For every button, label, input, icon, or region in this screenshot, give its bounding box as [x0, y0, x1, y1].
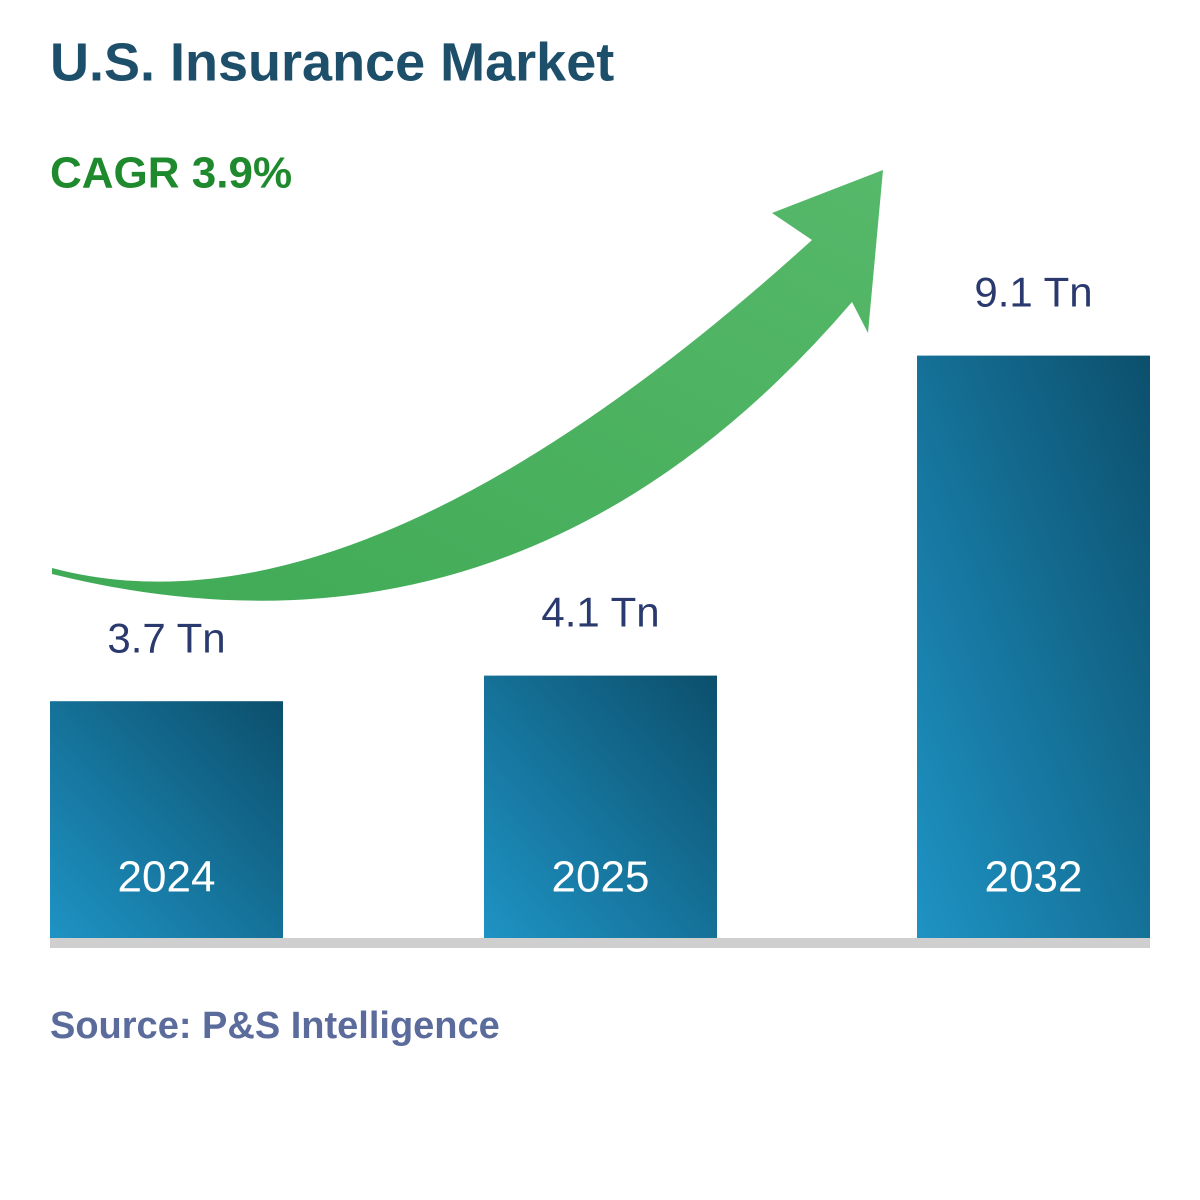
category-label: 2025	[552, 853, 650, 902]
value-label: 4.1 Tn	[541, 589, 659, 636]
cagr-annotation: CAGR 3.9%	[50, 149, 292, 198]
baseline	[50, 938, 1150, 948]
value-label: 9.1 Tn	[974, 269, 1092, 316]
category-label: 2032	[985, 853, 1083, 902]
bar	[484, 675, 717, 938]
value-label: 3.7 Tn	[107, 614, 225, 661]
bar	[917, 355, 1150, 939]
chart-title: U.S. Insurance Market	[50, 32, 614, 92]
category-label: 2024	[118, 853, 216, 902]
growth-arrow	[52, 170, 883, 601]
bar	[50, 701, 283, 938]
source-note: Source: P&S Intelligence	[50, 1005, 500, 1047]
